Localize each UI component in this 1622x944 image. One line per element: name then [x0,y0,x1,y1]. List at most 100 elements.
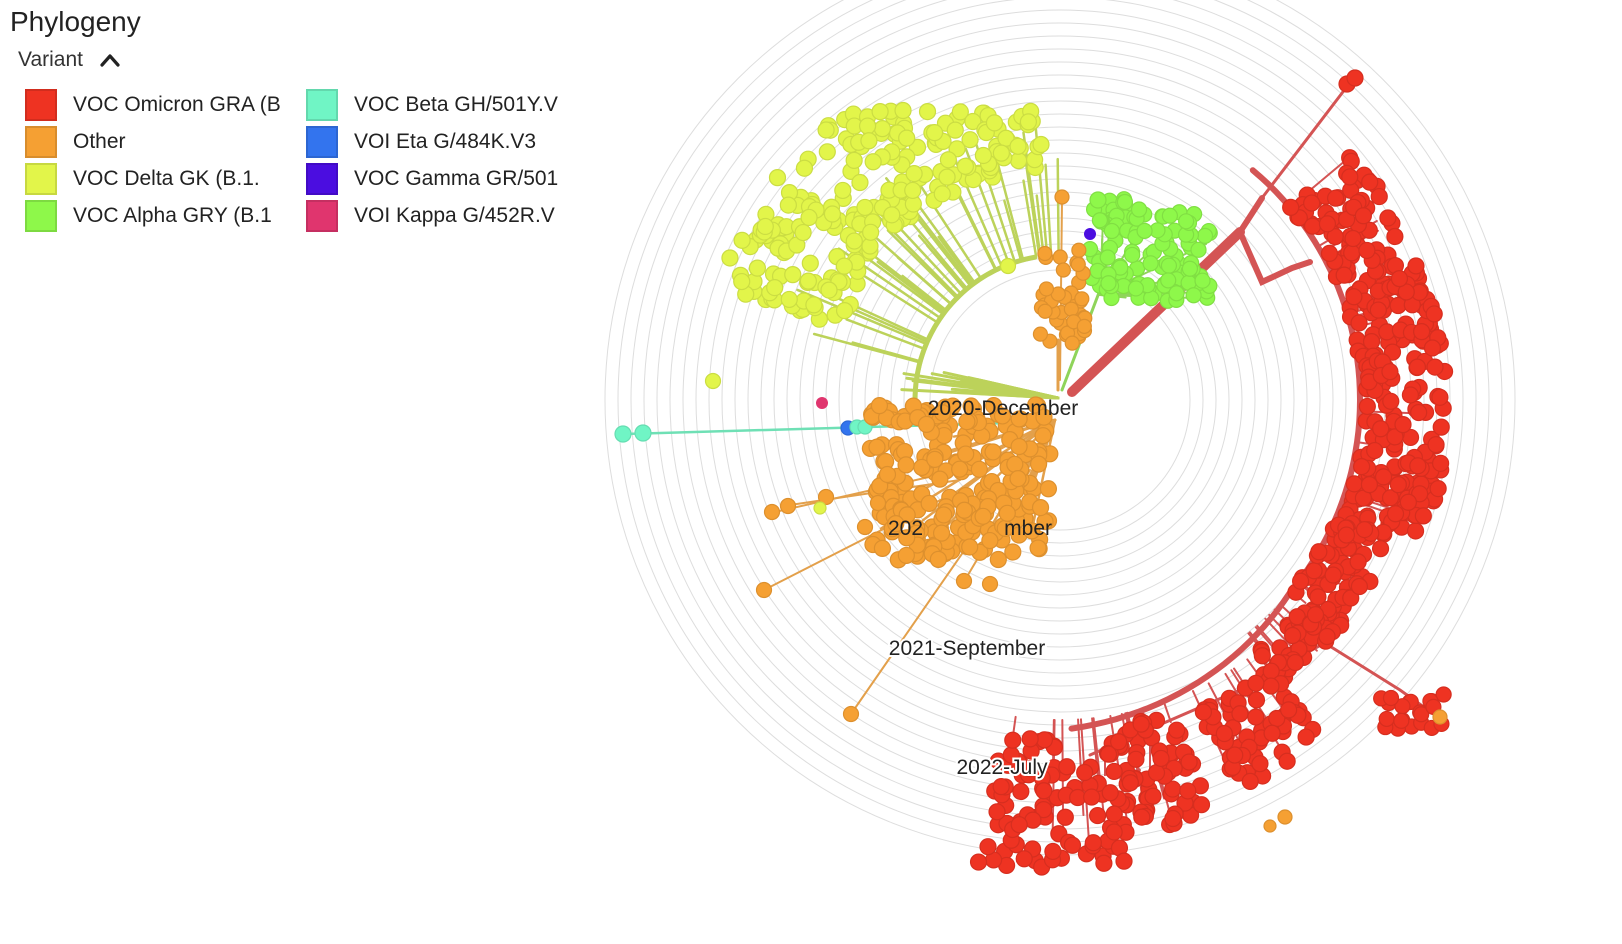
branch [849,306,929,343]
tip-node [999,257,1017,275]
branch [1056,157,1060,257]
tip-node [1381,489,1400,507]
tip-node [869,494,887,512]
tip-node [1247,674,1265,692]
tip-node [1063,836,1082,854]
tip-node [842,705,860,723]
time-ring [799,139,1321,661]
legend-label: VOC Gamma GR/501 [354,166,559,190]
tip-node [1337,526,1356,544]
tip-node [1116,193,1134,211]
legend-item[interactable]: VOC Beta GH/501Y.V [306,86,558,123]
legend-swatch [25,199,57,232]
tip-node [1058,758,1076,776]
tip-node [1407,257,1425,275]
tip-node [1021,730,1039,748]
tip-node [1280,701,1298,719]
tip-node [1105,823,1123,841]
legend-column: VOC Beta GH/501Y.V VOI Eta G/484K.V3 VOC G… [306,86,558,234]
tip-node [1324,566,1342,584]
tip-node [935,506,953,524]
tip-node [1152,749,1170,768]
legend-toggle-label: Variant [18,48,83,71]
tip-node [1142,255,1159,272]
tip-node [1423,339,1442,357]
tip-node [1306,606,1325,624]
tip-node [1427,436,1445,454]
tip-node [958,413,976,431]
legend-label: VOI Eta G/484K.V3 [354,129,537,153]
tip-node [614,425,632,443]
tip-node [870,397,889,415]
tip-node [1394,416,1412,434]
tip-node [1303,217,1322,235]
tip-node [1429,480,1447,498]
tip-node [1105,762,1123,781]
tip-node [873,539,892,557]
tip-node [1251,755,1269,773]
tip-node [933,185,951,203]
tip-node [1052,249,1068,265]
time-ring [864,204,1256,596]
tip-node [816,397,828,409]
tip-node [1136,222,1153,239]
tip-node [955,572,973,590]
tip-node [1034,427,1052,445]
tip-node [1101,784,1119,802]
legend-toggle[interactable]: Variant [18,48,121,72]
tip-node [1432,418,1450,436]
tip-node [733,272,751,291]
tip-node [1215,724,1233,743]
tip-node [1284,626,1302,645]
tip-node [1192,796,1211,814]
legend-label: Other [73,129,126,153]
tip-node [984,443,1002,461]
legend-label: VOI Kappa G/452R.V [354,203,555,227]
tip-node [1089,806,1107,825]
legend-item[interactable]: VOC Omicron GRA (B [25,86,281,123]
legend-swatch [306,162,338,195]
legend-item[interactable]: Other [25,123,281,160]
tip-node [1353,457,1371,476]
tip-node [1389,476,1407,494]
tip-node [1370,187,1388,206]
legend-label: VOC Beta GH/501Y.V [354,92,558,116]
legend-item[interactable]: VOC Alpha GRY (B.1 [25,197,281,234]
tip-node [998,504,1016,522]
tip-node [1292,572,1310,590]
tip-node [974,507,992,525]
legend-item[interactable]: VOI Kappa G/452R.V [306,197,558,234]
legend-item[interactable]: VOI Eta G/484K.V3 [306,123,558,160]
tip-node [704,372,722,390]
legend-item[interactable]: VOC Gamma GR/501 [306,160,558,197]
legend-item[interactable]: VOC Delta GK (B.1. [25,160,281,197]
tip-node [898,129,916,147]
tip-node [1390,270,1409,288]
tip-node [1318,215,1337,233]
time-label: 2021-September [889,637,1045,660]
tip-node [931,470,949,488]
tip-node [1349,553,1367,571]
chevron-up-icon[interactable] [99,52,121,68]
branch [1035,194,1045,258]
time-label: 2020-December [928,397,1079,420]
tip-node [1160,272,1177,289]
tip-node [1168,721,1186,739]
tip-node [1027,396,1045,414]
tip-node [1160,257,1178,274]
tip-node [1056,808,1074,826]
tip-node [755,581,773,599]
tip-node [1044,842,1062,861]
legend-label: VOC Alpha GRY (B.1 [73,203,272,227]
tip-node [964,112,982,131]
tip-node [917,415,936,433]
tip-node [1012,782,1030,801]
tip-node [1168,285,1185,302]
tip-node [1010,152,1028,170]
time-ring [903,243,1217,557]
tip-node [1345,475,1363,493]
tip-node [1310,543,1328,561]
tip-node [1393,712,1410,729]
tip-node [1345,288,1363,306]
